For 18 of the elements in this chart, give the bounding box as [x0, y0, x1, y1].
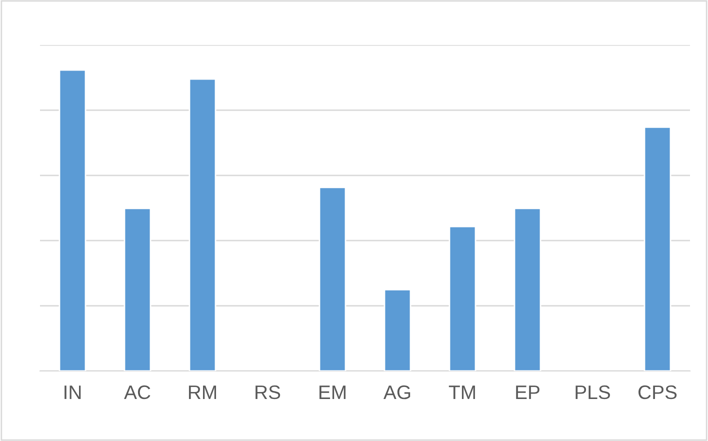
bar	[188, 78, 216, 371]
x-tick-label: PLS	[576, 385, 610, 400]
x-tick-label: RS	[256, 385, 280, 400]
x-tick-label: EM	[320, 386, 346, 399]
x-tick-label: AC	[124, 385, 150, 400]
x-tick-label: RM	[188, 386, 216, 399]
bar	[58, 69, 86, 371]
bar	[644, 126, 672, 371]
x-tick-label: CPS	[638, 385, 677, 400]
x-tick-label: TM	[448, 386, 475, 399]
bar	[124, 208, 152, 371]
bar	[514, 208, 542, 371]
bar	[318, 186, 346, 371]
bar	[384, 289, 412, 371]
x-tick-label: EP	[516, 386, 540, 399]
x-tick-label: AG	[383, 385, 410, 400]
x-tick-label: IN	[64, 386, 81, 399]
bar	[448, 226, 476, 371]
